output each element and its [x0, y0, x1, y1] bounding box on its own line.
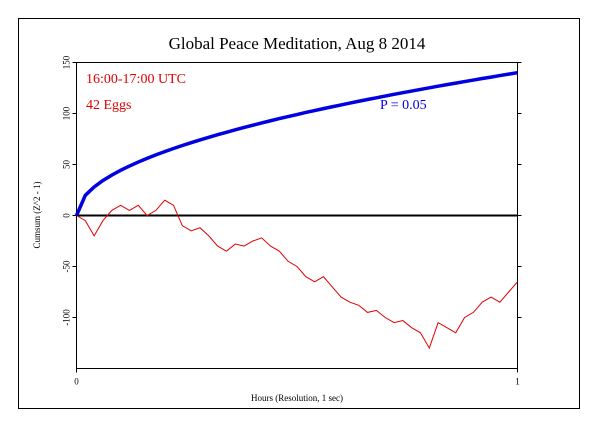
y-tick-label: 100: [62, 106, 72, 120]
y-tick-label: -100: [62, 309, 72, 326]
x-tick-label: 1: [515, 377, 520, 387]
y-tick-label: 0: [62, 213, 72, 218]
x-axis-label: Hours (Resolution, 1 sec): [251, 393, 343, 403]
y-tick-label: 150: [62, 55, 72, 69]
y-tick-label: -50: [62, 260, 72, 272]
chart-title: Global Peace Meditation, Aug 8 2014: [169, 34, 426, 53]
y-tick-label: 50: [62, 160, 72, 170]
y-axis-label: Cumsum (Z^2 - 1): [32, 182, 42, 249]
annotation: 16:00-17:00 UTC: [86, 72, 186, 87]
series-line: [74, 70, 518, 217]
annotation: 42 Eggs: [86, 98, 132, 113]
series-label: P = 0.05: [380, 98, 427, 113]
x-tick-label: 0: [74, 377, 79, 387]
frame: [18, 18, 580, 409]
series-line: [76, 199, 518, 350]
